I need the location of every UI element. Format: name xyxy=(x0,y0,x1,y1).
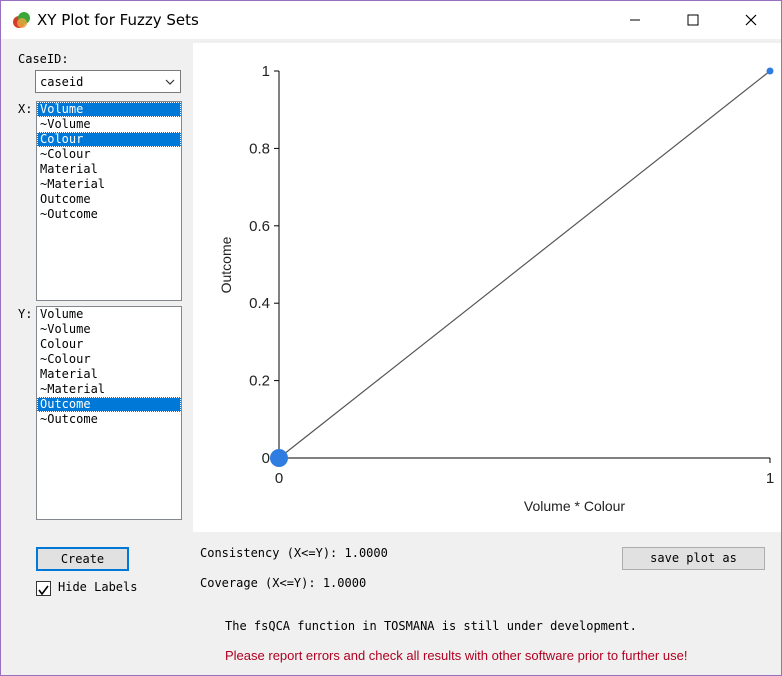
y-tick-label: 0 xyxy=(262,450,270,467)
warning-message: Please report errors and check all resul… xyxy=(225,648,688,663)
x-listbox[interactable]: Volume ~Volume Colour ~Colour Material ~Mater… xyxy=(36,101,182,301)
y-tick-label: 0.4 xyxy=(249,295,270,312)
create-button[interactable]: Create xyxy=(36,547,129,571)
x-list-item[interactable]: Colour xyxy=(37,132,181,147)
y-listbox[interactable]: Volume ~Volume Colour ~Colour Material ~Mater… xyxy=(36,306,182,520)
hide-labels-label: Hide Labels xyxy=(58,580,138,594)
x-list-item[interactable]: Volume xyxy=(37,102,181,117)
y-list-item[interactable]: ~Colour xyxy=(40,352,91,366)
y-tick-label: 1 xyxy=(262,63,270,80)
consistency-text: Consistency (X<=Y): 1.0000 xyxy=(200,546,388,560)
x-label: X: xyxy=(18,102,33,116)
caseid-select-value: caseid xyxy=(40,75,84,89)
plot-area: 0 0.2 0.4 0.6 0.8 1 0 1 Volume * Colour Outcome xyxy=(193,43,781,532)
maximize-icon xyxy=(687,14,699,26)
y-tick-label: 0.8 xyxy=(249,140,270,157)
x-axis-label: Volume * Colour xyxy=(524,498,626,514)
app-icon xyxy=(13,12,30,28)
save-plot-button[interactable]: save plot as xyxy=(622,547,765,570)
chevron-down-icon xyxy=(165,79,175,85)
x-list-item[interactable]: Outcome xyxy=(40,192,91,206)
y-list-item[interactable]: ~Material xyxy=(40,382,106,396)
title-bar: XY Plot for Fuzzy Sets xyxy=(1,1,781,39)
y-list-item[interactable]: Volume xyxy=(40,307,84,321)
window-title: XY Plot for Fuzzy Sets xyxy=(37,11,199,29)
xy-chart: 0 0.2 0.4 0.6 0.8 1 0 1 Volume * Colour Outcome xyxy=(218,63,774,514)
y-label: Y: xyxy=(18,307,33,321)
y-tick-label: 0.2 xyxy=(249,373,270,390)
checkmark-icon xyxy=(38,585,49,596)
y-list-item[interactable]: ~Outcome xyxy=(40,412,98,426)
caseid-select[interactable]: caseid xyxy=(35,70,181,93)
x-list-item[interactable]: ~Outcome xyxy=(40,207,98,221)
y-list-item[interactable]: Colour xyxy=(40,337,84,351)
x-list-item[interactable]: ~Colour xyxy=(40,147,91,161)
maximize-button[interactable] xyxy=(664,1,722,39)
x-tick-label: 0 xyxy=(275,470,283,487)
x-list-item[interactable]: ~Volume xyxy=(40,117,91,131)
diagonal-reference-line xyxy=(278,70,771,459)
x-list-item[interactable]: ~Material xyxy=(40,177,106,191)
x-list-item[interactable]: Material xyxy=(40,162,98,176)
x-tick-label: 1 xyxy=(766,470,774,487)
minimize-button[interactable] xyxy=(606,1,664,39)
data-point xyxy=(766,67,774,75)
minimize-icon xyxy=(630,19,640,21)
coverage-text: Coverage (X<=Y): 1.0000 xyxy=(200,576,367,590)
hide-labels-checkbox[interactable] xyxy=(36,581,51,596)
y-list-item[interactable]: Outcome xyxy=(37,397,181,412)
y-list-item[interactable]: ~Volume xyxy=(40,322,91,336)
data-point xyxy=(270,449,288,467)
development-note: The fsQCA function in TOSMANA is still u… xyxy=(225,619,637,633)
y-axis-label: Outcome xyxy=(218,236,234,293)
caseid-label: CaseID: xyxy=(18,52,69,66)
y-list-item[interactable]: Material xyxy=(40,367,98,381)
y-tick-label: 0.6 xyxy=(249,218,270,235)
close-icon xyxy=(745,14,757,26)
close-button[interactable] xyxy=(722,1,780,39)
